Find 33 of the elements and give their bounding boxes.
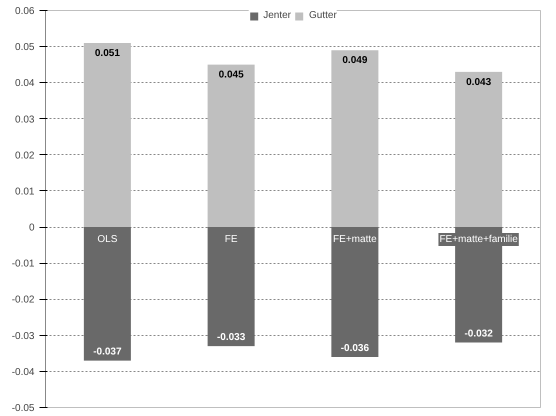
data-label: 0.043: [466, 76, 492, 88]
y-tick-label: -0.02: [12, 294, 35, 306]
bar: [331, 227, 378, 357]
y-tick-label: 0.01: [15, 186, 35, 198]
x-tick-label: FE+matte+familie: [439, 234, 518, 246]
legend-label: Gutter: [309, 10, 337, 21]
y-tick-label: 0.04: [15, 78, 35, 90]
bar: [208, 227, 255, 346]
x-tick-label: OLS: [97, 234, 118, 246]
x-tick-label: FE+matte: [333, 234, 378, 246]
data-label: 0.045: [218, 70, 244, 81]
data-label: -0.037: [93, 346, 122, 358]
y-tick-label: -0.03: [12, 330, 35, 342]
data-label: -0.036: [340, 342, 370, 354]
y-tick-label: -0.04: [12, 366, 35, 378]
y-tick-label: 0: [28, 222, 35, 234]
y-tick-label: -0.01: [12, 258, 35, 270]
bar: [84, 227, 131, 361]
data-label: -0.033: [216, 332, 246, 344]
y-tick-label: 0.02: [15, 150, 35, 162]
y-tick-label: -0.05: [12, 403, 35, 414]
legend-label: Jenter: [263, 10, 291, 21]
data-label: 0.049: [342, 55, 368, 66]
y-tick-label: 0.03: [15, 114, 35, 126]
bar: [84, 42, 131, 228]
bar: [208, 64, 255, 228]
x-tick-label: FE: [224, 234, 238, 246]
data-label: -0.032: [464, 328, 494, 340]
data-label: 0.051: [94, 48, 120, 59]
y-tick-label: 0.06: [15, 6, 35, 17]
y-tick-label: 0.05: [15, 42, 35, 54]
bar: [455, 72, 502, 228]
bar: [331, 50, 378, 228]
